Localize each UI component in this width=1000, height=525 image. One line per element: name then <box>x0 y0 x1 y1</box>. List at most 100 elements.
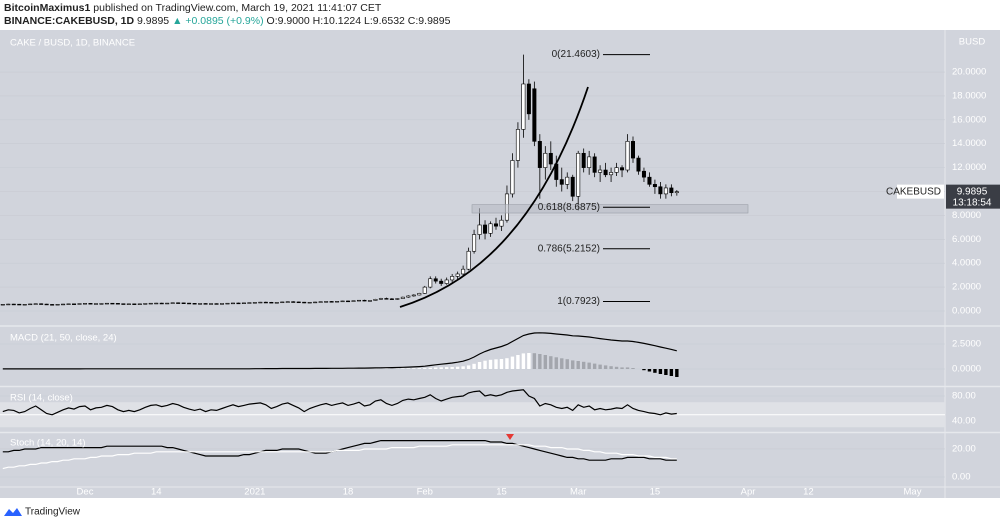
pane-title: CAKE / BUSD, 1D, BINANCE <box>10 38 135 49</box>
histogram-bar <box>406 368 411 369</box>
candle-body <box>422 286 427 294</box>
x-tick-label: 18 <box>343 487 354 498</box>
histogram-bar <box>450 367 454 369</box>
candle-body <box>258 301 263 304</box>
candle-body <box>603 169 608 176</box>
histogram-bar <box>516 355 520 369</box>
candle-body <box>22 304 27 306</box>
header-line: BitcoinMaximus1 published on TradingView… <box>4 2 382 14</box>
histogram-bar <box>527 353 531 369</box>
candle-body <box>170 302 175 304</box>
logo: TradingView <box>4 507 81 518</box>
price-tag-value: 9.9895 <box>957 186 988 197</box>
candle-body <box>236 302 241 305</box>
indicator-line <box>2 389 677 416</box>
parabolic-curve <box>399 86 589 308</box>
candle-body <box>598 169 603 173</box>
y-tick-label: 4.0000 <box>952 258 981 269</box>
histogram-bar <box>664 369 668 375</box>
candle-body <box>88 303 93 305</box>
indicator-line <box>2 440 677 461</box>
x-tick-label: 15 <box>496 487 507 498</box>
candle-body <box>296 301 301 304</box>
candle-body <box>373 298 378 301</box>
candle-body <box>143 303 148 305</box>
candle-body <box>515 129 520 161</box>
candle-body <box>384 298 389 300</box>
candle-body <box>472 234 477 252</box>
candle-body <box>362 299 367 302</box>
histogram-bar <box>587 362 591 369</box>
change: ▲ +0.0895 (+0.9%) <box>172 15 264 27</box>
y-tick-label: 20.0000 <box>952 67 986 78</box>
histogram-bar <box>499 359 504 369</box>
candle-body <box>652 184 657 188</box>
candle-body <box>499 219 504 227</box>
candle-body <box>132 303 137 305</box>
candle-body <box>329 301 334 303</box>
histogram-bar <box>675 369 679 377</box>
candle-body <box>121 303 126 305</box>
candle-body <box>433 278 438 282</box>
candle-body <box>428 278 433 288</box>
candle-body <box>159 302 164 305</box>
y-tick-label: 0.00 <box>952 472 971 483</box>
candle-body <box>592 156 597 173</box>
candle-body <box>400 296 405 299</box>
y-tick-label: 0.0000 <box>952 364 981 375</box>
candle-body <box>614 167 619 173</box>
candle-body <box>285 301 290 303</box>
candle-body <box>532 88 537 142</box>
candle-body <box>203 303 208 305</box>
candle-body <box>198 303 203 305</box>
histogram-bar <box>653 369 657 373</box>
ohlc: O:9.9000 H:10.1224 L:9.6532 C:9.9895 <box>267 15 451 27</box>
candle-body <box>39 303 44 305</box>
candle-body <box>181 302 186 304</box>
candle-body <box>521 83 526 130</box>
histogram-bar <box>401 368 405 369</box>
histogram-bar <box>620 367 624 369</box>
candle-body <box>115 303 120 305</box>
candle-body <box>537 141 542 168</box>
candle-body <box>548 152 553 165</box>
candle-body <box>647 176 652 185</box>
histogram-bar <box>538 354 542 369</box>
candle-body <box>230 302 235 305</box>
histogram-bar <box>560 358 564 369</box>
histogram-bar <box>592 363 597 369</box>
candle-body <box>104 302 109 305</box>
candle-body <box>636 157 641 172</box>
histogram-bar <box>472 363 476 369</box>
histogram-bar <box>554 357 558 369</box>
histogram-bar <box>549 356 553 369</box>
candle-body <box>214 303 219 305</box>
candle-body <box>291 301 296 303</box>
price-tag-label-bg <box>897 184 944 199</box>
price-tag-label: CAKEBUSD <box>886 186 941 197</box>
signal-marker <box>506 434 514 440</box>
candle-body <box>411 294 416 297</box>
candle-body <box>335 301 340 303</box>
candle-body <box>669 187 674 194</box>
candle-body <box>99 303 104 305</box>
pane-title: MACD (21, 50, close, 24) <box>10 333 117 344</box>
histogram-bar <box>510 356 515 369</box>
y-tick-label: 2.5000 <box>952 339 981 350</box>
histogram-bar <box>483 360 487 369</box>
histogram-bar <box>494 359 498 369</box>
fib-label: 0.618(8.6875) <box>538 202 600 213</box>
candle-body <box>477 224 482 235</box>
x-tick-label: 2021 <box>244 487 265 498</box>
candle-body <box>269 301 274 304</box>
candle-body <box>55 304 60 306</box>
candle-body <box>280 301 285 304</box>
histogram-bar <box>543 355 548 369</box>
y-tick-label: 40.00 <box>952 416 976 427</box>
candle-body <box>241 302 246 304</box>
candle-body <box>154 302 159 305</box>
histogram-bar <box>417 368 421 369</box>
histogram-bar <box>581 361 586 369</box>
candle-body <box>176 302 181 304</box>
candle-body <box>137 303 142 305</box>
